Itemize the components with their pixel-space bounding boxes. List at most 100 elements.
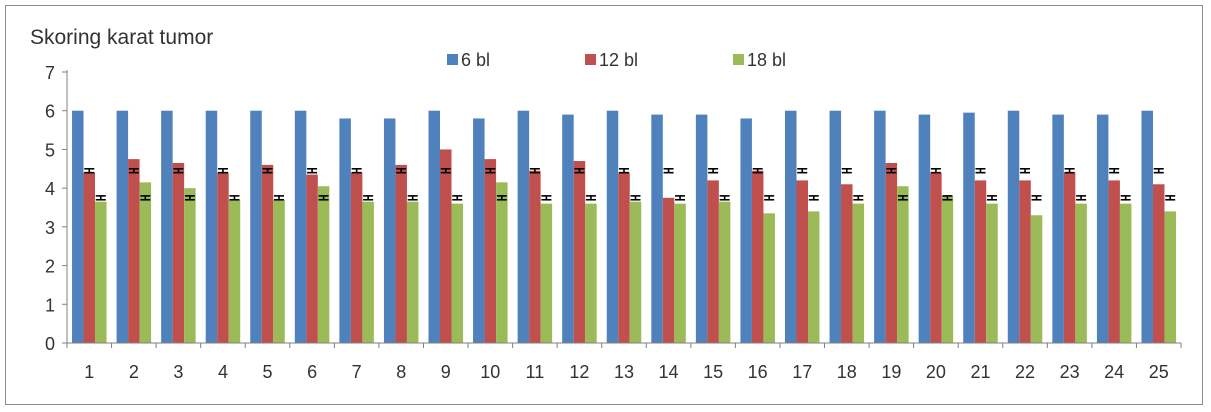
bar-18-bl-2 <box>139 182 152 343</box>
bar-18-bl-15 <box>718 201 731 343</box>
x-tick-label-24: 24 <box>1104 362 1124 382</box>
legend-label-12-bl: 12 bl <box>599 50 638 70</box>
x-tick-label-16: 16 <box>748 362 768 382</box>
bar-18-bl-6 <box>317 186 330 343</box>
bar-12-bl-4 <box>217 172 229 343</box>
bar-6-bl-4 <box>205 110 218 344</box>
bar-12-bl-24 <box>1108 180 1120 343</box>
y-tick-label-1: 1 <box>45 295 55 315</box>
bar-12-bl-18 <box>841 184 853 343</box>
x-tick-label-6: 6 <box>307 362 317 382</box>
bar-18-bl-5 <box>273 199 285 343</box>
bar-12-bl-20 <box>930 172 942 343</box>
bar-18-bl-10 <box>496 182 508 343</box>
x-tick-label-13: 13 <box>614 362 634 382</box>
bar-12-bl-16 <box>751 170 764 343</box>
bar-18-bl-25 <box>1164 211 1176 343</box>
bar-12-bl-25 <box>1152 184 1165 343</box>
bar-12-bl-11 <box>529 170 541 343</box>
bar-18-bl-4 <box>228 199 241 343</box>
bar-18-bl-9 <box>451 203 464 343</box>
bar-18-bl-14 <box>674 203 686 343</box>
bar-6-bl-3 <box>161 110 173 344</box>
bar-18-bl-22 <box>1030 215 1043 343</box>
chart-title: Skoring karat tumor <box>30 26 214 49</box>
bar-6-bl-20 <box>918 114 931 343</box>
bar-18-bl-17 <box>807 211 820 343</box>
bar-6-bl-15 <box>695 114 708 343</box>
y-tick-label-4: 4 <box>45 179 55 199</box>
bar-18-bl-16 <box>763 213 775 343</box>
bar-12-bl-23 <box>1063 172 1076 343</box>
x-tick-label-12: 12 <box>569 362 589 382</box>
x-tick-label-8: 8 <box>396 362 406 382</box>
bar-6-bl-2 <box>116 110 129 344</box>
bar-6-bl-25 <box>1141 110 1153 344</box>
x-tick-label-7: 7 <box>352 362 362 382</box>
x-tick-label-11: 11 <box>526 362 545 382</box>
x-tick-label-9: 9 <box>441 362 451 382</box>
bar-18-bl-24 <box>1119 203 1132 343</box>
bar-18-bl-13 <box>629 201 642 343</box>
bar-12-bl-7 <box>350 172 363 343</box>
legend-swatch-12-bl <box>585 54 596 65</box>
bar-12-bl-19 <box>885 162 898 343</box>
bar-12-bl-22 <box>1019 180 1031 343</box>
x-tick-label-1: 1 <box>84 362 94 382</box>
bar-6-bl-8 <box>383 118 396 344</box>
y-tick-label-2: 2 <box>45 257 55 277</box>
bar-12-bl-1 <box>83 172 96 343</box>
x-tick-label-14: 14 <box>659 362 679 382</box>
bar-12-bl-8 <box>395 164 407 343</box>
legend-swatch-6-bl <box>447 54 458 65</box>
bar-12-bl-6 <box>306 174 318 343</box>
bar-6-bl-22 <box>1007 110 1020 344</box>
bar-6-bl-13 <box>606 110 619 344</box>
bar-18-bl-21 <box>986 203 998 343</box>
bar-6-bl-11 <box>517 110 530 344</box>
bar-6-bl-5 <box>250 110 262 344</box>
bar-12-bl-15 <box>707 180 719 343</box>
bar-18-bl-19 <box>897 186 909 343</box>
bar-6-bl-10 <box>473 118 485 344</box>
bar-12-bl-17 <box>796 180 808 343</box>
bar-18-bl-7 <box>362 201 374 343</box>
bar-12-bl-14 <box>662 197 675 343</box>
x-tick-label-22: 22 <box>1015 362 1035 382</box>
bar-6-bl-21 <box>963 112 975 344</box>
chart-frame <box>5 5 1203 405</box>
bar-18-bl-23 <box>1075 203 1087 343</box>
bar-6-bl-9 <box>428 110 441 344</box>
y-tick-label-7: 7 <box>45 63 55 83</box>
x-tick-label-21: 21 <box>970 362 990 382</box>
x-tick-label-17: 17 <box>792 362 812 382</box>
bar-6-bl-18 <box>829 110 842 344</box>
x-tick-label-19: 19 <box>881 362 901 382</box>
bar-6-bl-19 <box>874 110 886 344</box>
bar-6-bl-24 <box>1096 114 1109 343</box>
x-tick-label-2: 2 <box>129 362 139 382</box>
bar-18-bl-20 <box>941 195 954 343</box>
bar-12-bl-5 <box>261 164 274 343</box>
bar-12-bl-10 <box>484 159 497 343</box>
x-tick-label-15: 15 <box>703 362 723 382</box>
y-tick-label-5: 5 <box>45 140 55 160</box>
x-tick-label-18: 18 <box>837 362 857 382</box>
bar-12-bl-9 <box>440 149 452 343</box>
x-tick-label-23: 23 <box>1060 362 1080 382</box>
x-tick-label-10: 10 <box>480 362 500 382</box>
bar-12-bl-13 <box>618 172 630 343</box>
bar-18-bl-12 <box>585 203 597 343</box>
x-tick-label-5: 5 <box>263 362 273 382</box>
legend-swatch-18-bl <box>733 54 744 65</box>
legend-label-6-bl: 6 bl <box>461 50 490 70</box>
bar-6-bl-17 <box>784 110 797 344</box>
x-tick-label-3: 3 <box>173 362 183 382</box>
y-tick-label-6: 6 <box>45 102 55 122</box>
y-tick-label-3: 3 <box>45 218 55 238</box>
bar-18-bl-8 <box>406 201 419 343</box>
bar-12-bl-12 <box>573 161 586 343</box>
bar-12-bl-2 <box>128 159 140 343</box>
legend-label-18-bl: 18 bl <box>747 50 786 70</box>
